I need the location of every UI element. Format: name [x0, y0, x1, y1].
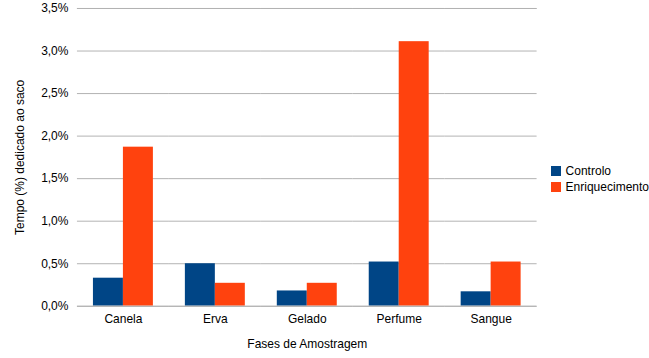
svg-text:Canela: Canela [104, 312, 142, 326]
html-text:Enriquecimento: Enriquecimento [565, 180, 649, 194]
svg-text:Sangue: Sangue [470, 312, 512, 326]
svg-text:Perfume: Perfume [377, 312, 423, 326]
svg-text:2,5%: 2,5% [41, 87, 69, 101]
svg-text:0,0%: 0,0% [41, 299, 69, 313]
svg-text:1,0%: 1,0% [41, 214, 69, 228]
svg-text:1,5%: 1,5% [41, 172, 69, 186]
html-text:Controlo: Controlo [565, 164, 611, 178]
svg-text:3,5%: 3,5% [41, 1, 69, 15]
svg-text:Gelado: Gelado [288, 312, 327, 326]
svg-text:3,0%: 3,0% [41, 44, 69, 58]
svg-text:Tempo (%) dedicado ao saco: Tempo (%) dedicado ao saco [13, 80, 27, 236]
svg-text:2,0%: 2,0% [41, 129, 69, 143]
svg-text:Fases de Amostragem: Fases de Amostragem [247, 337, 367, 351]
svg-text:Erva: Erva [203, 312, 228, 326]
svg-text:0,5%: 0,5% [41, 257, 69, 271]
